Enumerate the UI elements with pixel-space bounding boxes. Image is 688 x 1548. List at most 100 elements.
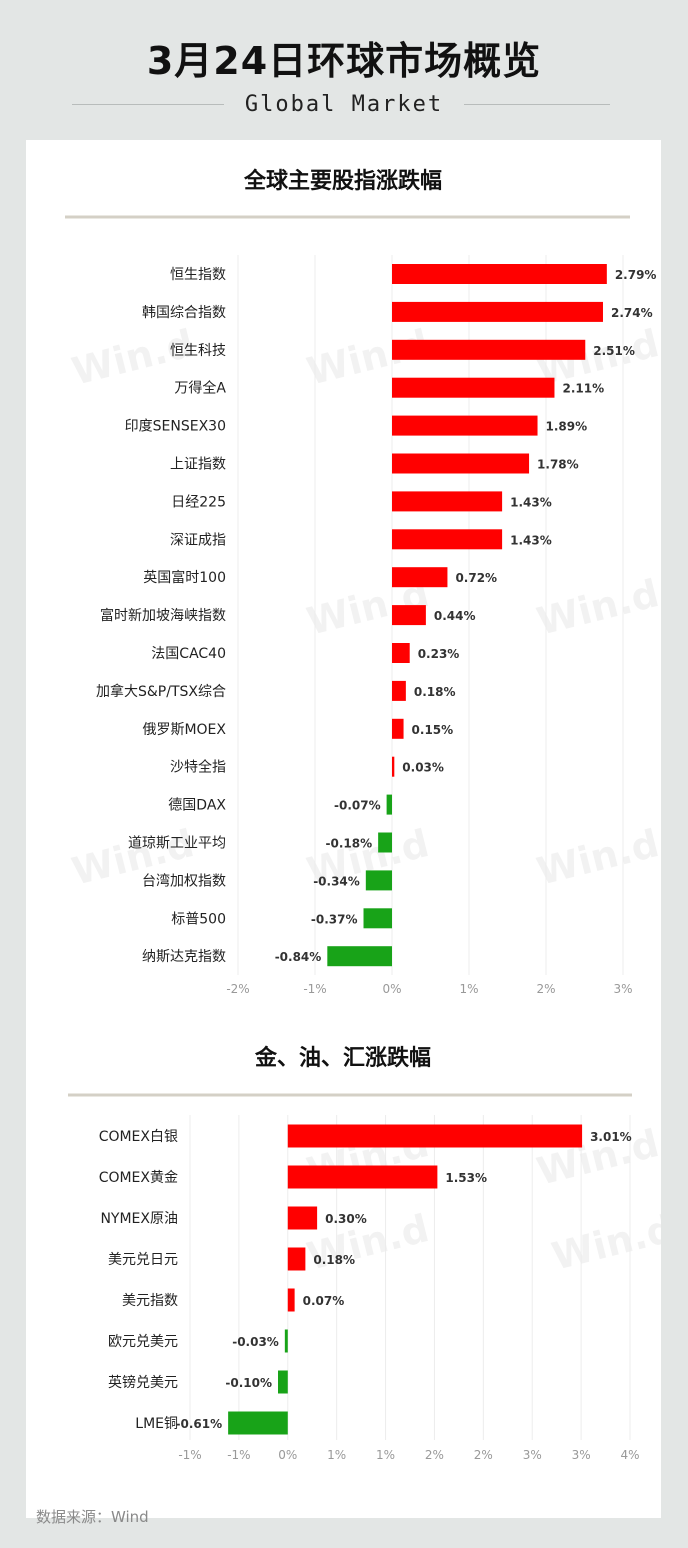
subtitle-rule-right (464, 104, 610, 105)
category-label: 恒生科技 (170, 343, 226, 359)
bar (392, 491, 503, 512)
category-label: 富时新加坡海峡指数 (100, 607, 226, 624)
bar (228, 1411, 288, 1435)
data-label: 0.44% (434, 609, 476, 623)
data-label: 0.18% (313, 1253, 355, 1267)
x-tick-label: -1% (303, 982, 326, 996)
category-label: 欧元兑美元 (108, 1334, 178, 1350)
data-label: 0.23% (418, 647, 460, 661)
category-label: COMEX白银 (99, 1129, 178, 1145)
data-label: 1.43% (510, 533, 552, 547)
category-label: 标普500 (171, 911, 226, 927)
x-tick-label: -1% (227, 1448, 250, 1462)
bar (386, 794, 392, 815)
data-label: 2.11% (562, 382, 604, 396)
category-label: NYMEX原油 (100, 1211, 178, 1227)
chart-title: 金、油、汇涨跌幅 (254, 1045, 431, 1071)
bar (392, 756, 395, 777)
x-tick-label: -2% (226, 982, 249, 996)
category-label: 法国CAC40 (151, 646, 226, 662)
category-label: 深证成指 (170, 532, 226, 548)
category-label: 英国富时100 (143, 569, 226, 586)
bar (392, 680, 406, 701)
data-label: 2.74% (611, 306, 653, 320)
bar (287, 1206, 318, 1230)
category-label: 英镑兑美元 (108, 1374, 178, 1391)
x-tick-label: 0% (382, 982, 401, 996)
bar (287, 1247, 306, 1271)
charts-panel: Win.d Win.d Win.d Win.d Win.d Win.d Win.d Win.d… (26, 140, 661, 1518)
category-label: 台湾加权指数 (142, 872, 226, 889)
bar (278, 1370, 288, 1394)
bar (392, 605, 426, 626)
x-tick-label: 4% (620, 1448, 639, 1462)
chart-title: 全球主要股指涨跌幅 (243, 168, 442, 194)
x-tick-label: 0% (278, 1448, 297, 1462)
category-label: 万得全A (174, 380, 226, 397)
data-label: -0.03% (232, 1335, 279, 1349)
data-label: -0.61% (176, 1417, 223, 1431)
data-label: -0.18% (326, 837, 373, 851)
data-label: -0.07% (334, 799, 381, 813)
data-label: -0.84% (275, 950, 322, 964)
bar (365, 870, 392, 891)
data-label: 3.01% (590, 1130, 632, 1144)
category-label: COMEX黄金 (99, 1169, 178, 1186)
data-label: 2.51% (593, 344, 635, 358)
bar (392, 264, 607, 284)
category-label: 恒生指数 (170, 267, 226, 283)
data-source: 数据来源：Wind (36, 1508, 149, 1526)
data-label: -0.37% (311, 912, 358, 926)
x-tick-label: -1% (178, 1448, 201, 1462)
bar (392, 453, 530, 474)
data-label: 0.72% (455, 571, 497, 585)
bar (287, 1165, 438, 1189)
data-label: 0.18% (414, 685, 456, 699)
header: 3月24日环球市场概览 Global Market (0, 0, 688, 140)
bar (392, 339, 586, 360)
x-tick-label: 1% (459, 982, 478, 996)
data-label: -0.10% (225, 1376, 272, 1390)
bar (392, 415, 538, 436)
bar (363, 908, 392, 929)
x-tick-label: 1% (376, 1448, 395, 1462)
x-tick-label: 3% (523, 1448, 542, 1462)
bar (287, 1124, 583, 1148)
title-rule (65, 215, 630, 219)
bar (287, 1288, 295, 1312)
watermark: Win.d (548, 1206, 661, 1279)
category-label: 俄罗斯MOEX (142, 722, 226, 738)
x-tick-label: 3% (572, 1448, 591, 1462)
bar (392, 377, 555, 398)
category-label: 德国DAX (168, 798, 226, 814)
category-label: 韩国综合指数 (142, 305, 226, 321)
category-label: 沙特全指 (170, 759, 226, 776)
title-rule (68, 1093, 632, 1097)
data-label: 1.53% (445, 1171, 487, 1185)
bar (378, 832, 392, 853)
category-label: 印度SENSEX30 (125, 419, 226, 435)
category-label: 加拿大S&P/TSX综合 (96, 683, 226, 700)
bar (392, 643, 410, 663)
subtitle-rule-left (72, 104, 224, 105)
category-label: 道琼斯工业平均 (128, 836, 226, 852)
watermark: Win.d (303, 1206, 434, 1279)
category-label: 美元指数 (122, 1293, 178, 1309)
x-tick-label: 3% (613, 982, 632, 996)
data-label: 0.15% (412, 723, 454, 737)
data-label: 2.79% (615, 268, 657, 282)
category-label: 上证指数 (170, 457, 226, 473)
x-tick-label: 2% (425, 1448, 444, 1462)
category-label: 美元兑日元 (108, 1252, 178, 1268)
bar (392, 529, 503, 550)
data-label: 1.89% (546, 420, 588, 434)
watermark: Win.d (533, 821, 661, 894)
page-title: 3月24日环球市场概览 (146, 39, 542, 83)
bar (327, 946, 392, 967)
data-label: 1.43% (510, 495, 552, 509)
watermark: Win.d (533, 571, 661, 644)
category-label: 日经225 (171, 494, 226, 510)
bar (392, 718, 404, 739)
